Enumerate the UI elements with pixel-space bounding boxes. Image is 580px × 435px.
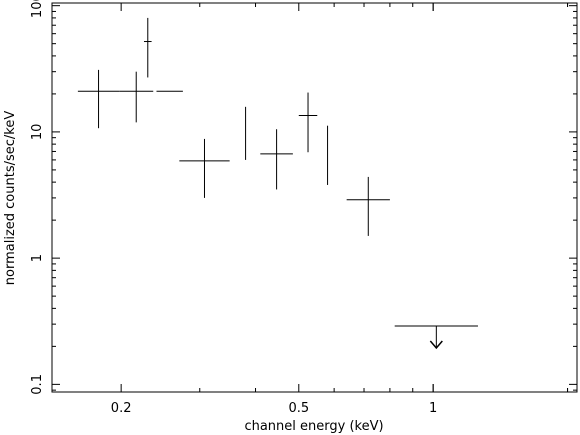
data-point xyxy=(179,138,230,198)
data-point xyxy=(260,129,293,190)
x-tick-label: 0.2 xyxy=(111,401,132,416)
data-point xyxy=(298,92,318,153)
upper-limit-arrow-head xyxy=(429,340,443,350)
data-marks xyxy=(77,17,478,350)
data-point xyxy=(346,176,390,236)
data-point xyxy=(119,71,154,123)
x-axis-label: channel energy (keV) xyxy=(244,419,383,434)
axis-ticks: 0.2 0.5 1 0.1 1 10 100 xyxy=(30,0,577,416)
x-tick-label: 1 xyxy=(429,401,437,416)
y-axis-label: normalized counts/sec/keV xyxy=(3,111,18,286)
y-tick-label: 10 xyxy=(30,124,45,141)
y-tick-label: 100 xyxy=(30,0,45,18)
plot-frame xyxy=(51,2,578,393)
y-tick-label: 0.1 xyxy=(30,374,45,395)
data-point xyxy=(143,17,152,78)
y-tick-label: 1 xyxy=(30,254,45,262)
x-tick-label: 0.5 xyxy=(288,401,309,416)
data-point xyxy=(77,69,120,129)
upper-limit xyxy=(394,325,478,350)
